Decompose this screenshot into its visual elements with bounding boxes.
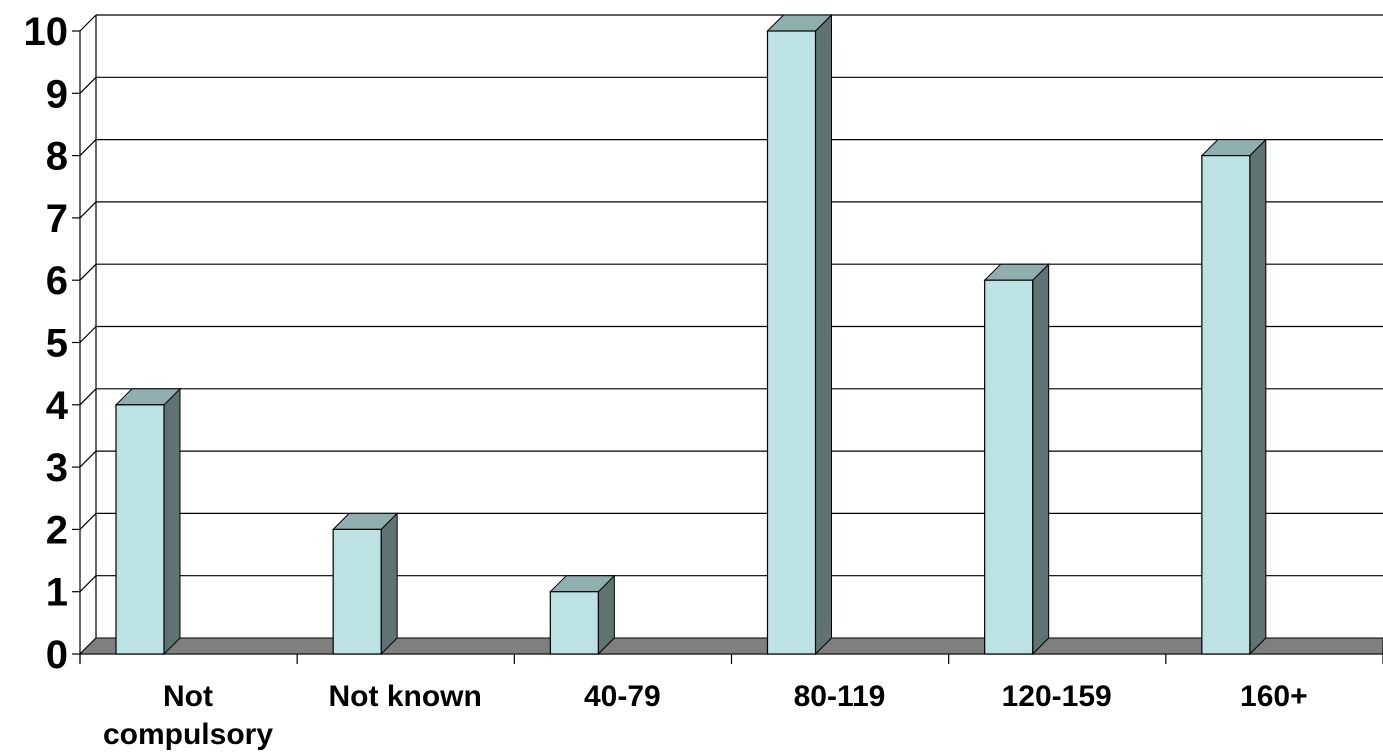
side-wall-gridline	[79, 263, 97, 281]
y-tick-label: 1	[46, 571, 68, 615]
x-tick-label: 80-119	[794, 680, 886, 713]
bar-front	[1201, 155, 1251, 655]
x-tick-label: 120-159	[1002, 680, 1112, 713]
bar-front	[332, 528, 382, 655]
y-tick-label: 5	[46, 322, 68, 366]
gridlines	[79, 14, 1383, 655]
y-tick-label: 3	[46, 446, 68, 490]
bar-front	[115, 404, 165, 655]
bar	[331, 512, 399, 656]
y-tick-label: 9	[46, 72, 68, 116]
side-wall-gridline	[79, 326, 97, 343]
side-wall-gridline	[79, 575, 97, 593]
bar-side	[380, 512, 398, 656]
axes	[72, 15, 1383, 664]
x-tick-label: 40-79	[584, 680, 661, 713]
side-wall-gridline	[79, 14, 97, 32]
bar-front	[766, 30, 817, 655]
y-tick-labels: 0 1 2 3 4 5 6 7 8 9 10	[24, 10, 69, 677]
y-tick-label: 4	[46, 384, 69, 428]
bar	[549, 574, 616, 656]
side-wall-gridline	[79, 388, 97, 406]
bar-front	[549, 591, 599, 655]
side-wall-gridline	[79, 139, 97, 157]
side-wall-gridline	[79, 450, 97, 468]
chart-floor	[78, 637, 1383, 655]
y-tick-label: 6	[46, 259, 68, 303]
y-tick-label: 2	[46, 508, 68, 552]
bars	[114, 13, 1268, 656]
bar	[114, 387, 182, 656]
bar	[1200, 138, 1268, 656]
side-wall-gridline	[79, 512, 97, 530]
y-tick-label: 8	[46, 135, 68, 179]
bar-side	[1249, 138, 1267, 656]
chart-floor-plane	[78, 637, 1383, 655]
bar-side	[1032, 262, 1050, 656]
bar-front	[984, 279, 1034, 655]
side-wall-gridline	[79, 76, 97, 94]
y-tick-label: 10	[24, 10, 69, 54]
side-wall-gridline	[79, 201, 97, 219]
x-tick-label: Not compulsory	[103, 680, 273, 751]
x-tick-labels: Not compulsory Not known 40-79 80-119 120-159…	[103, 680, 1308, 751]
bar-side	[815, 13, 832, 656]
bar-side	[163, 387, 181, 656]
x-tick-label: 160+	[1240, 680, 1308, 713]
bar	[983, 262, 1050, 656]
y-tick-label: 0	[46, 633, 68, 677]
x-tick-label: Not known	[329, 680, 482, 713]
bar	[766, 13, 833, 656]
y-tick-label: 7	[46, 197, 68, 241]
